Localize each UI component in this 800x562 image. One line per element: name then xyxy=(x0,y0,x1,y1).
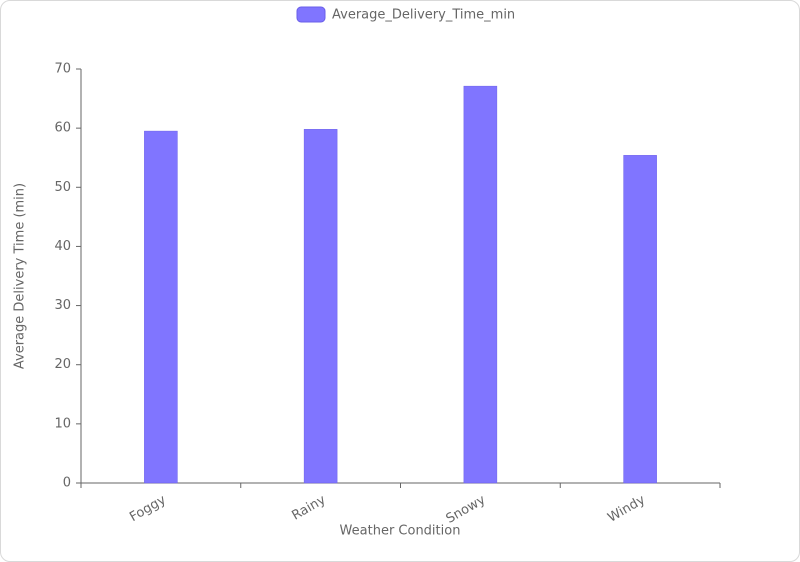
bar xyxy=(303,129,338,484)
bar xyxy=(144,130,178,484)
y-tick-label: 70 xyxy=(54,62,71,77)
bar xyxy=(623,155,657,484)
y-tick-label: 0 xyxy=(63,476,71,491)
y-tick-label: 60 xyxy=(54,121,71,136)
x-tick-label: Rainy xyxy=(289,492,328,523)
x-tick-label: Foggy xyxy=(127,492,169,525)
y-tick-label: 50 xyxy=(54,180,71,195)
x-tick-label: Snowy xyxy=(444,492,489,527)
y-axis-label: Average Delivery Time (min) xyxy=(13,183,28,369)
x-tick-label: Windy xyxy=(605,492,648,525)
bar xyxy=(463,85,498,484)
x-axis-label: Weather Condition xyxy=(340,524,461,539)
y-tick-label: 10 xyxy=(54,416,71,431)
y-tick-label: 30 xyxy=(54,298,71,313)
legend-label: Average_Delivery_Time_min xyxy=(332,8,515,23)
y-tick-label: 40 xyxy=(54,239,71,254)
y-tick-label: 20 xyxy=(54,357,71,372)
legend-swatch xyxy=(296,6,326,23)
